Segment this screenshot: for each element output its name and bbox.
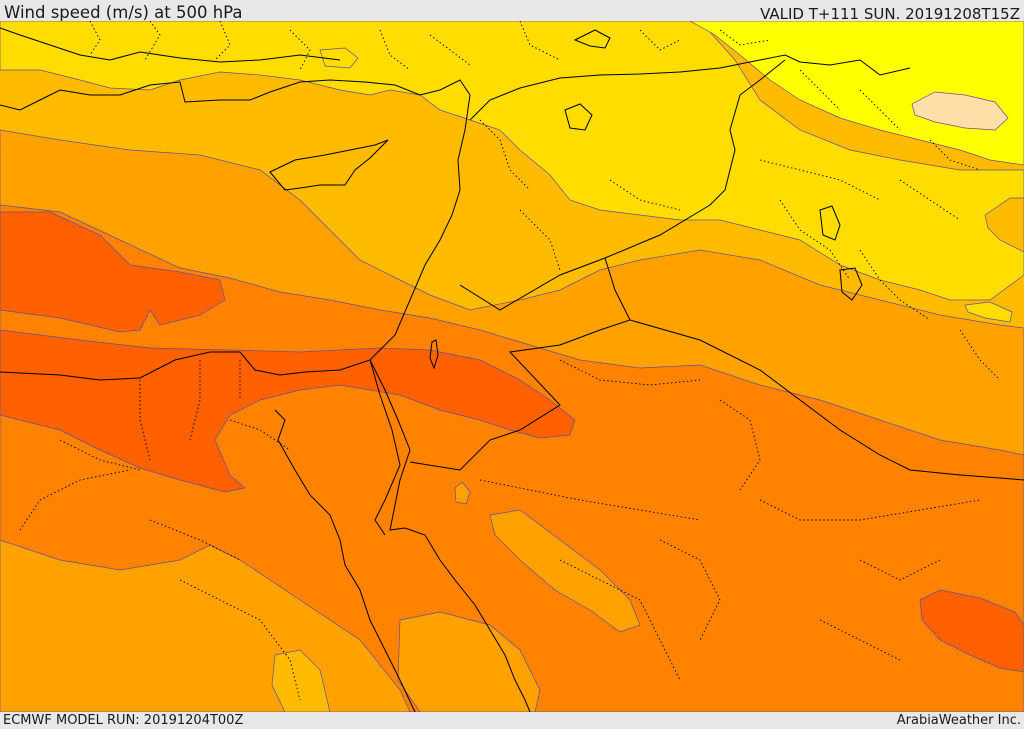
red-sea-west-coast	[274, 409, 416, 712]
band-gold	[0, 21, 1024, 301]
wind-speed-map	[0, 21, 1024, 712]
province-lines-mideast	[479, 119, 1001, 381]
lake-urmia	[819, 205, 841, 241]
credit-label: ArabiaWeather Inc.	[896, 713, 1021, 728]
band-amber-ne	[984, 197, 1024, 253]
border-saudi-kuwait	[629, 319, 1024, 481]
gulf-of-aqaba	[389, 449, 531, 712]
turkey-south-coast	[0, 27, 341, 63]
band-gold-patch	[319, 47, 359, 69]
border-syria-iraq	[469, 54, 911, 121]
map-title: Wind speed (m/s) at 500 hPa	[4, 3, 243, 22]
band-lightest	[911, 91, 1009, 131]
province-lines-north	[89, 21, 981, 171]
lake-van	[564, 103, 593, 131]
dead-sea	[429, 339, 439, 370]
lake-sawa	[839, 267, 863, 301]
lake-aegean	[573, 29, 611, 49]
map-area	[0, 21, 1024, 712]
band-gold-ne-patch	[964, 301, 1013, 323]
border-saudi-iraq-south	[479, 257, 631, 451]
band-red-orange-se	[919, 589, 1024, 673]
border-egypt-israel	[369, 359, 411, 451]
province-lines-egypt	[19, 360, 301, 701]
model-run-label: ECMWF MODEL RUN: 20191204T00Z	[3, 713, 244, 728]
band-orange-sinai	[454, 481, 471, 505]
mediterranean-coastline	[0, 79, 471, 381]
province-lines-saudi	[479, 359, 981, 681]
cyprus-island	[269, 139, 389, 191]
band-orange-pocket-2	[489, 509, 641, 633]
band-amber-pocket	[271, 649, 331, 712]
band-red-orange	[0, 211, 576, 493]
border-iraq-east	[709, 59, 786, 206]
valid-time-label: VALID T+111 SUN. 20191208T15Z	[760, 5, 1020, 23]
border-egypt-saudi-line	[409, 449, 481, 471]
border-jordan-iraq-saudi	[459, 204, 711, 311]
gulf-of-suez-east	[369, 359, 401, 536]
